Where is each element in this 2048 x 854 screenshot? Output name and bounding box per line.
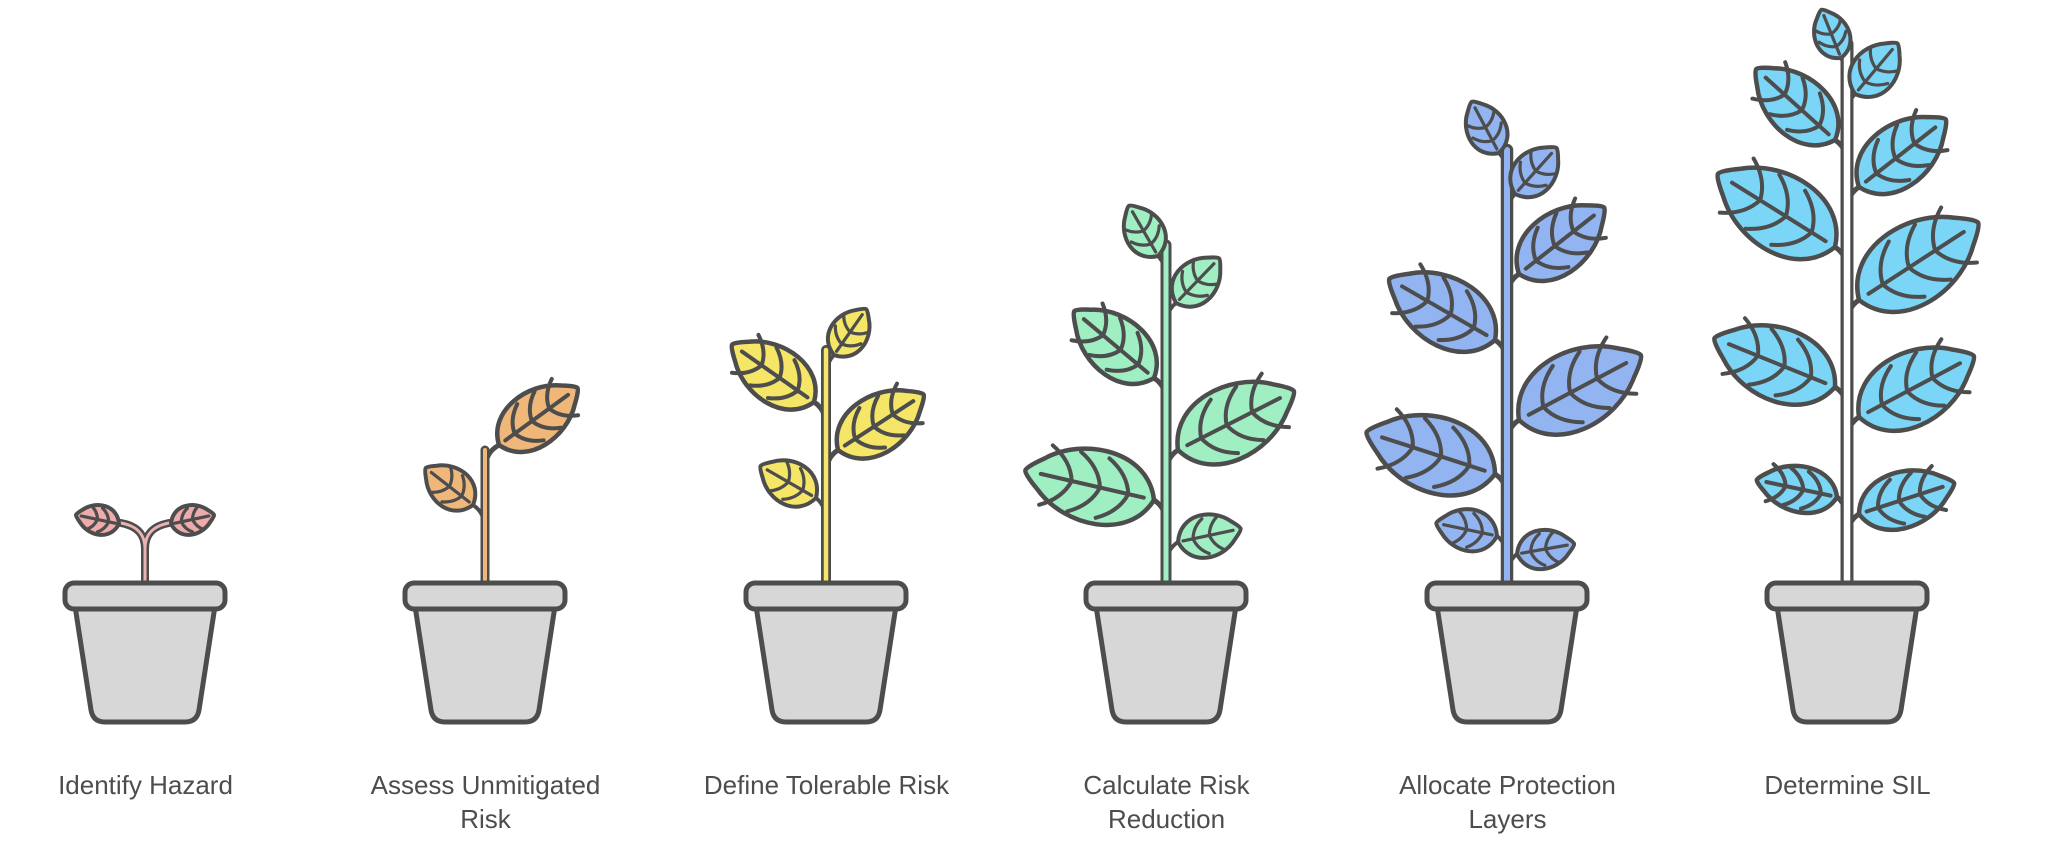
stage-label: Assess Unmitigated Risk bbox=[370, 770, 601, 834]
stage-assess-unmitigated-risk: Assess Unmitigated Risk bbox=[315, 0, 656, 854]
stage-calculate-risk-reduction: Calculate Risk Reduction bbox=[996, 0, 1337, 854]
stage-allocate-protection-layers: Allocate Protection Layers bbox=[1337, 0, 1678, 854]
mature-plant-icon bbox=[1712, 7, 1981, 725]
sprout-plant-icon bbox=[402, 376, 581, 725]
growing-plant-icon bbox=[1023, 203, 1297, 725]
young-plant-icon bbox=[729, 306, 927, 725]
tall-plant-icon bbox=[1364, 99, 1644, 725]
stage-identify-hazard: Identify Hazard bbox=[0, 0, 316, 854]
stage-determine-sil: Determine SIL bbox=[1677, 0, 2018, 854]
seedling-plant-icon bbox=[62, 503, 228, 725]
stage-label: Calculate Risk Reduction bbox=[1083, 770, 1250, 834]
stage-label: Allocate Protection Layers bbox=[1399, 770, 1616, 834]
stage-label: Determine SIL bbox=[1764, 770, 1931, 800]
stage-label: Identify Hazard bbox=[58, 770, 233, 800]
stage-define-tolerable-risk: Define Tolerable Risk bbox=[656, 0, 997, 854]
stage-label: Define Tolerable Risk bbox=[703, 770, 950, 800]
